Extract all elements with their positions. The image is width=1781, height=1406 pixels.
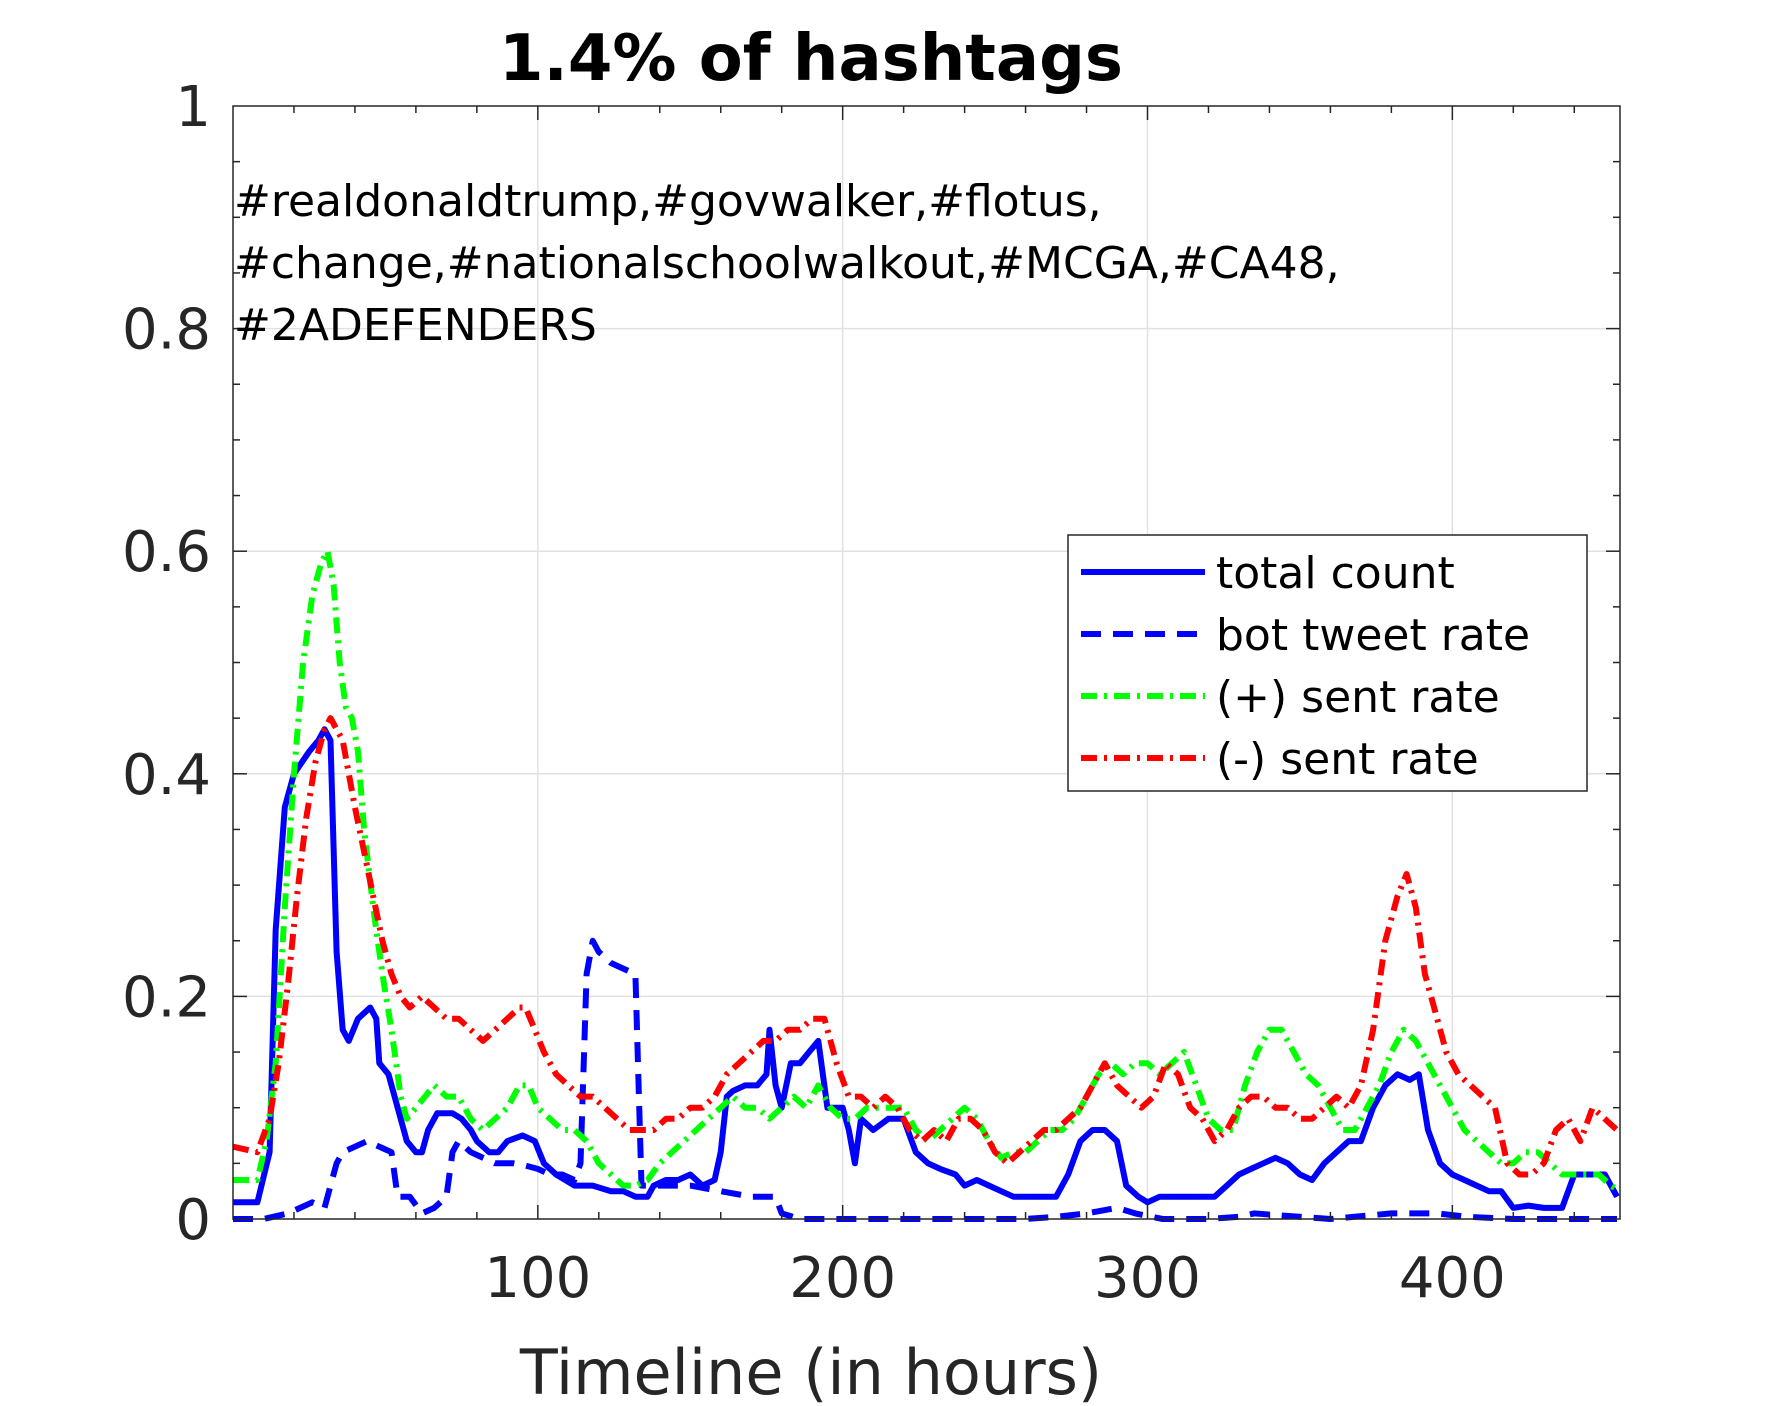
y-tick-label: 0.4 <box>122 743 211 808</box>
series-line-3 <box>232 715 1620 1178</box>
legend-box <box>1067 534 1588 792</box>
series-line-0 <box>233 726 1620 1211</box>
y-tick-label: 0 <box>175 1188 211 1253</box>
axes: 100 200 300 400 0 0.2 0.4 0.6 0.8 1 <box>122 75 1621 1311</box>
x-tick-label: 100 <box>484 1246 591 1311</box>
annotation-line: #realdonaldtrump,#govwalker,#flotus, <box>234 176 1102 227</box>
chart-title: 1.4% of hashtags <box>499 22 1123 96</box>
series-line-2 <box>233 548 1622 1194</box>
x-tick-label: 300 <box>1094 1246 1201 1311</box>
legend: total count bot tweet rate (+) sent rate (-… <box>1067 534 1588 792</box>
hashtag-annotation: #realdonaldtrump,#govwalker,#flotus, #cha… <box>234 176 1340 351</box>
x-tick-label: 400 <box>1399 1246 1506 1311</box>
x-tick-label: 200 <box>789 1246 896 1311</box>
legend-label: bot tweet rate <box>1216 610 1530 661</box>
legend-label: (-) sent rate <box>1216 734 1479 785</box>
legend-label: total count <box>1216 548 1455 599</box>
y-tick-label: 0.2 <box>122 965 211 1030</box>
legend-label: (+) sent rate <box>1216 672 1500 723</box>
y-tick-label: 0.8 <box>122 298 211 363</box>
y-tick-label: 1 <box>175 75 211 140</box>
x-axis-label: Timeline (in hours) <box>519 1336 1102 1406</box>
annotation-line: #change,#nationalschoolwalkout,#MCGA,#CA… <box>234 238 1340 289</box>
annotation-line: #2ADEFENDERS <box>234 300 597 351</box>
y-tick-label: 0.6 <box>122 520 211 585</box>
